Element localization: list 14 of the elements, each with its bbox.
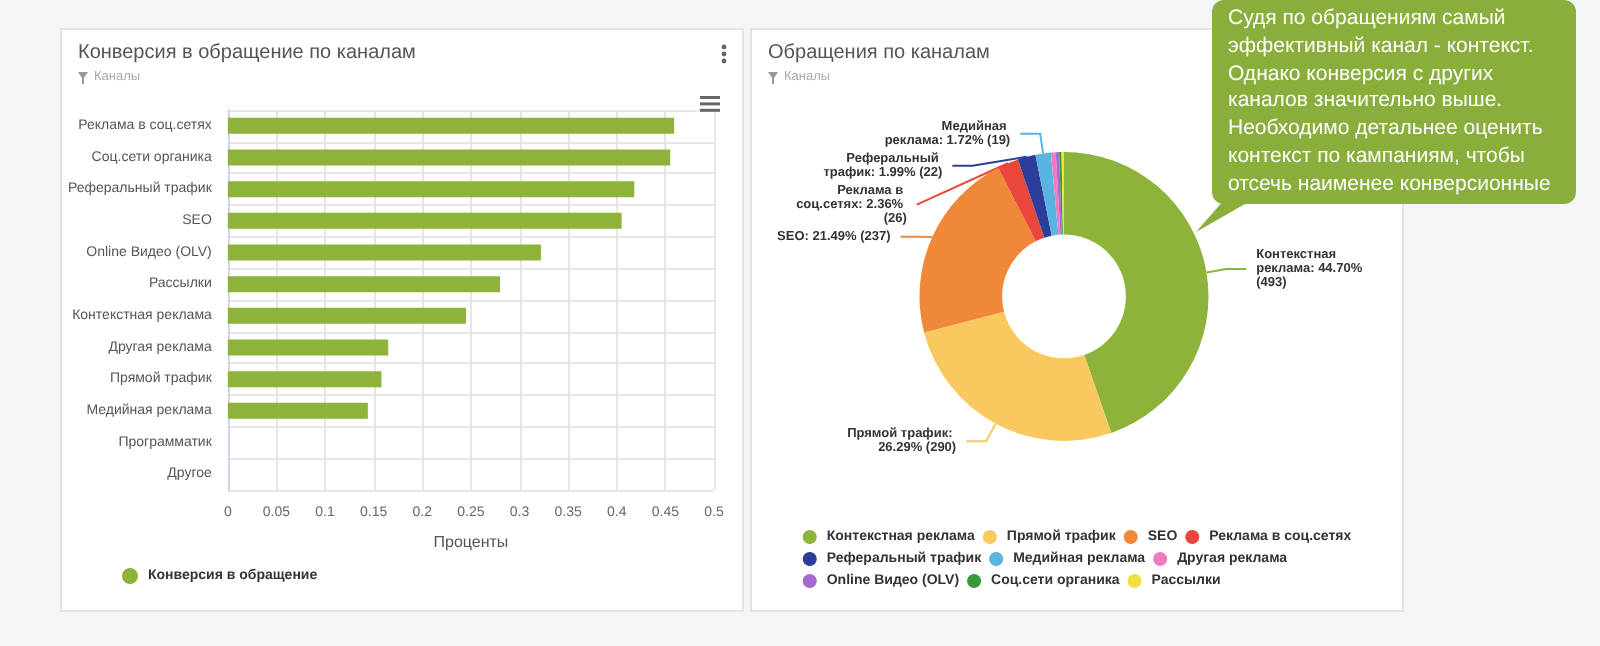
bar	[227, 371, 382, 388]
text: Судя по обращениям самый эффективный канал - контекст. Однако конверсия с других каналов значительно выше. Необходимо детальнее оценить контекст по кампаниям, чтобы отсечь наименее конверсионные	[1228, 6, 1553, 200]
bar	[227, 339, 389, 356]
bar	[227, 149, 671, 166]
x-axis-title: Проценты	[433, 533, 509, 551]
bar	[227, 402, 368, 419]
bar	[227, 212, 622, 229]
bar	[227, 244, 541, 261]
bar	[227, 276, 501, 293]
chart-title: Обращения по каналам	[768, 42, 990, 64]
chart-title: Конверсия в обращение по каналам	[78, 42, 416, 64]
bar	[227, 181, 635, 198]
bar	[227, 307, 467, 324]
bar	[227, 117, 675, 134]
